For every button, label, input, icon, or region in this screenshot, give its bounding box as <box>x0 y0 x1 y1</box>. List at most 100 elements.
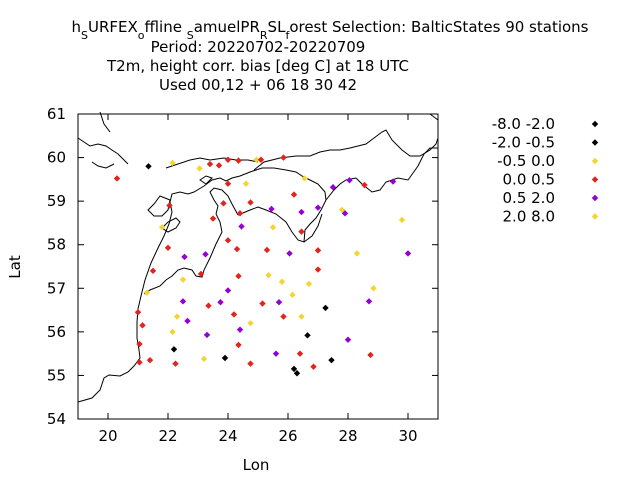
data-point <box>238 223 245 230</box>
title-segment: orest Selection: BalticStates 90 station… <box>289 18 588 36</box>
data-point <box>235 272 242 280</box>
data-point <box>286 250 293 257</box>
data-point <box>361 181 368 189</box>
data-point <box>298 228 305 235</box>
data-point <box>169 328 176 336</box>
data-point <box>203 331 211 339</box>
data-point <box>398 216 406 224</box>
data-point <box>172 360 179 367</box>
x-tick-label: 24 <box>218 427 237 445</box>
data-point <box>269 224 277 231</box>
legend-marker <box>591 176 599 183</box>
data-point <box>235 157 242 164</box>
y-tick-label: 56 <box>47 323 66 341</box>
data-point <box>275 299 283 306</box>
data-point <box>224 237 232 244</box>
title-segment: S <box>187 29 194 42</box>
data-point <box>272 350 280 357</box>
data-point <box>242 180 250 187</box>
y-tick-label: 59 <box>47 192 66 210</box>
data-point <box>247 319 254 327</box>
data-point <box>367 351 374 359</box>
title-segment: R <box>260 29 268 42</box>
data-point <box>181 253 188 261</box>
legend-marker <box>591 213 599 220</box>
legend-label: -0.5 0.0 <box>497 152 555 170</box>
data-point <box>224 156 232 163</box>
data-point <box>314 266 322 273</box>
data-point <box>220 200 227 207</box>
data-point <box>338 206 346 214</box>
y-tick-label: 61 <box>47 105 66 123</box>
data-point <box>143 289 151 296</box>
data-point <box>314 204 322 211</box>
coastline-map <box>77 111 439 403</box>
y-axis-label: Lat <box>6 255 24 279</box>
y-tick-label: 54 <box>47 410 66 428</box>
data-point <box>209 215 217 222</box>
data-point <box>149 267 157 275</box>
data-point <box>224 287 232 294</box>
data-point <box>247 199 254 206</box>
data-point <box>136 340 143 348</box>
legend-label: -8.0 -2.0 <box>492 115 555 133</box>
data-point <box>166 202 173 209</box>
chart-title-line-3: T2m, height corr. bias [deg C] at 18 UTC <box>106 57 409 75</box>
chart-title-line-1: hSURFEXoffline SamuelPRRSLforest Selecti… <box>72 18 589 42</box>
axis-ticks <box>78 113 438 420</box>
legend-marker <box>591 120 599 128</box>
data-point <box>370 285 377 292</box>
x-tick-label: 28 <box>338 427 357 445</box>
data-point <box>346 177 353 184</box>
data-point <box>146 356 154 364</box>
data-point <box>247 360 254 367</box>
data-point <box>259 300 266 307</box>
data-point <box>217 299 224 306</box>
legend-label: 0.5 2.0 <box>503 189 555 207</box>
data-point <box>344 336 352 343</box>
y-tick-label: 60 <box>47 149 66 167</box>
data-point <box>278 278 286 285</box>
data-point <box>290 365 298 373</box>
y-tick-label: 55 <box>47 366 66 384</box>
title-segment: URFEX <box>88 18 138 36</box>
data-point <box>298 313 305 320</box>
data-point <box>353 250 361 257</box>
data-point <box>296 350 304 357</box>
data-point <box>139 322 146 329</box>
data-point <box>113 175 121 182</box>
x-tick-label: 30 <box>398 427 417 445</box>
axis-tick-labels: 20 22 24 26 28 30 54 55 56 57 58 59 60 61 <box>47 105 418 445</box>
data-point <box>202 251 209 258</box>
data-point <box>304 332 311 339</box>
title-segment: S <box>81 29 88 42</box>
x-tick-label: 26 <box>278 427 297 445</box>
data-point <box>404 250 412 257</box>
data-point <box>329 184 337 191</box>
data-point <box>310 363 317 370</box>
legend-marker <box>591 157 599 165</box>
data-point <box>205 302 212 309</box>
data-point <box>200 355 208 363</box>
data-point <box>290 191 298 198</box>
data-point <box>328 356 335 364</box>
title-segment: f <box>285 29 290 42</box>
data-point <box>268 205 275 213</box>
data-point <box>293 370 301 377</box>
data-point <box>233 245 241 253</box>
chart-title-line-2: Period: 20220702-20220709 <box>151 38 366 56</box>
data-point <box>301 175 308 182</box>
legend-marker <box>591 139 599 146</box>
x-tick-label: 20 <box>98 427 117 445</box>
data-point <box>305 280 313 288</box>
y-tick-label: 57 <box>47 279 66 297</box>
data-point <box>289 291 296 299</box>
data-point <box>314 247 322 254</box>
chart-title-line-4: Used 00,12 + 06 18 30 42 <box>159 76 357 94</box>
data-point <box>197 270 205 278</box>
data-point <box>298 208 305 216</box>
x-tick-label: 22 <box>158 427 177 445</box>
data-point <box>145 163 152 170</box>
legend-marker <box>591 194 599 202</box>
